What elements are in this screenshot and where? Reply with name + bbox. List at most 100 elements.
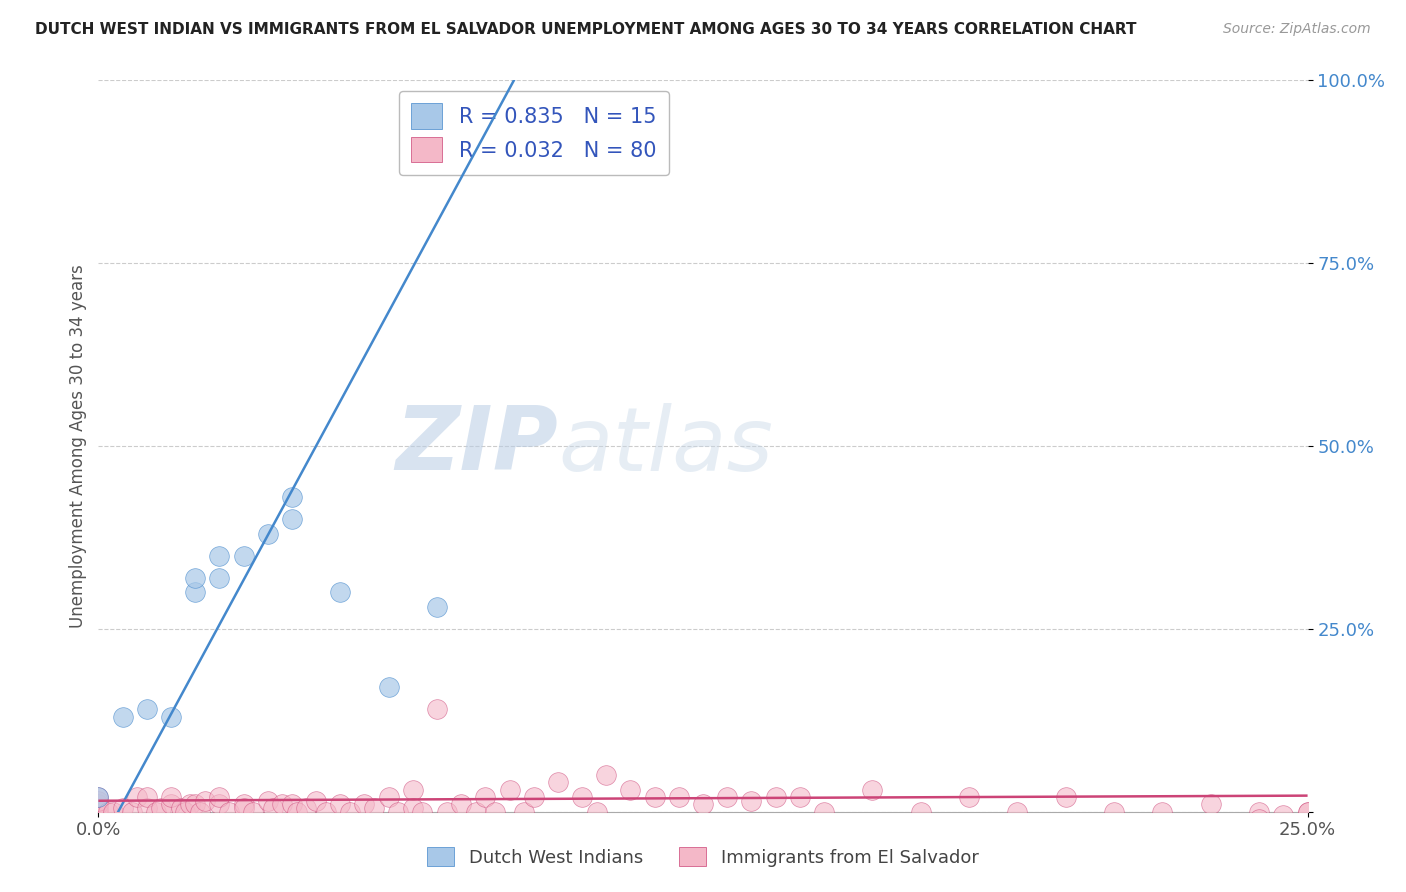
Point [184,585,207,599]
Point [169,801,191,815]
Point [484,805,506,819]
Legend: Dutch West Indians, Immigrants from El Salvador: Dutch West Indians, Immigrants from El S… [420,840,986,874]
Point [547,775,569,789]
Point [135,801,157,815]
Point [474,790,496,805]
Point [1249,805,1271,819]
Point [387,805,409,819]
Point [1007,805,1029,819]
Point [262,801,284,815]
Point [87,790,110,805]
Point [160,790,183,805]
Point [184,571,207,585]
Point [97,805,120,819]
Point [271,797,294,812]
Point [411,805,433,819]
Point [860,782,883,797]
Point [450,797,472,812]
Point [1272,808,1295,822]
Point [188,805,211,819]
Point [1199,797,1222,812]
Point [498,782,520,797]
Point [150,801,173,815]
Point [179,797,201,812]
Point [740,794,762,808]
Point [363,801,385,815]
Point [1296,805,1319,819]
Point [513,805,536,819]
Point [111,709,134,723]
Point [305,794,328,808]
Point [910,805,932,819]
Point [135,790,157,805]
Point [315,805,337,819]
Point [692,797,714,812]
Point [329,585,352,599]
Point [127,790,149,805]
Point [285,805,308,819]
Point [329,797,352,812]
Point [339,805,361,819]
Point [256,526,278,541]
Point [87,801,110,815]
Point [281,797,304,812]
Point [194,794,217,808]
Point [87,794,110,808]
Point [101,805,124,819]
Text: DUTCH WEST INDIAN VS IMMIGRANTS FROM EL SALVADOR UNEMPLOYMENT AMONG AGES 30 TO 3: DUTCH WEST INDIAN VS IMMIGRANTS FROM EL … [35,22,1136,37]
Point [281,490,304,504]
Point [242,805,264,819]
Point [208,790,231,805]
Point [644,790,666,805]
Point [208,797,231,812]
Point [256,794,278,808]
Point [232,801,254,815]
Point [377,790,399,805]
Point [571,790,593,805]
Point [121,805,143,819]
Point [1249,812,1271,826]
Point [595,768,617,782]
Point [402,782,425,797]
Legend: R = 0.835   N = 15, R = 0.032   N = 80: R = 0.835 N = 15, R = 0.032 N = 80 [398,91,669,175]
Point [377,681,399,695]
Text: ZIP: ZIP [395,402,558,490]
Point [208,549,231,563]
Point [402,801,425,815]
Point [135,702,157,716]
Point [145,805,167,819]
Point [232,549,254,563]
Point [295,801,318,815]
Point [426,702,449,716]
Y-axis label: Unemployment Among Ages 30 to 34 years: Unemployment Among Ages 30 to 34 years [69,264,87,628]
Point [87,797,110,812]
Point [789,790,811,805]
Point [716,790,738,805]
Point [218,805,240,819]
Point [436,805,458,819]
Point [184,797,207,812]
Point [1296,805,1319,819]
Point [208,571,231,585]
Point [765,790,787,805]
Point [353,797,375,812]
Point [813,805,835,819]
Point [111,801,134,815]
Point [619,782,641,797]
Point [585,805,607,819]
Point [464,805,486,819]
Point [668,790,690,805]
Point [426,599,449,614]
Point [1102,805,1125,819]
Point [957,790,980,805]
Point [160,709,183,723]
Point [523,790,546,805]
Text: atlas: atlas [558,403,773,489]
Point [174,805,197,819]
Point [160,797,183,812]
Point [1054,790,1077,805]
Point [232,797,254,812]
Point [87,805,110,819]
Point [281,512,304,526]
Text: Source: ZipAtlas.com: Source: ZipAtlas.com [1223,22,1371,37]
